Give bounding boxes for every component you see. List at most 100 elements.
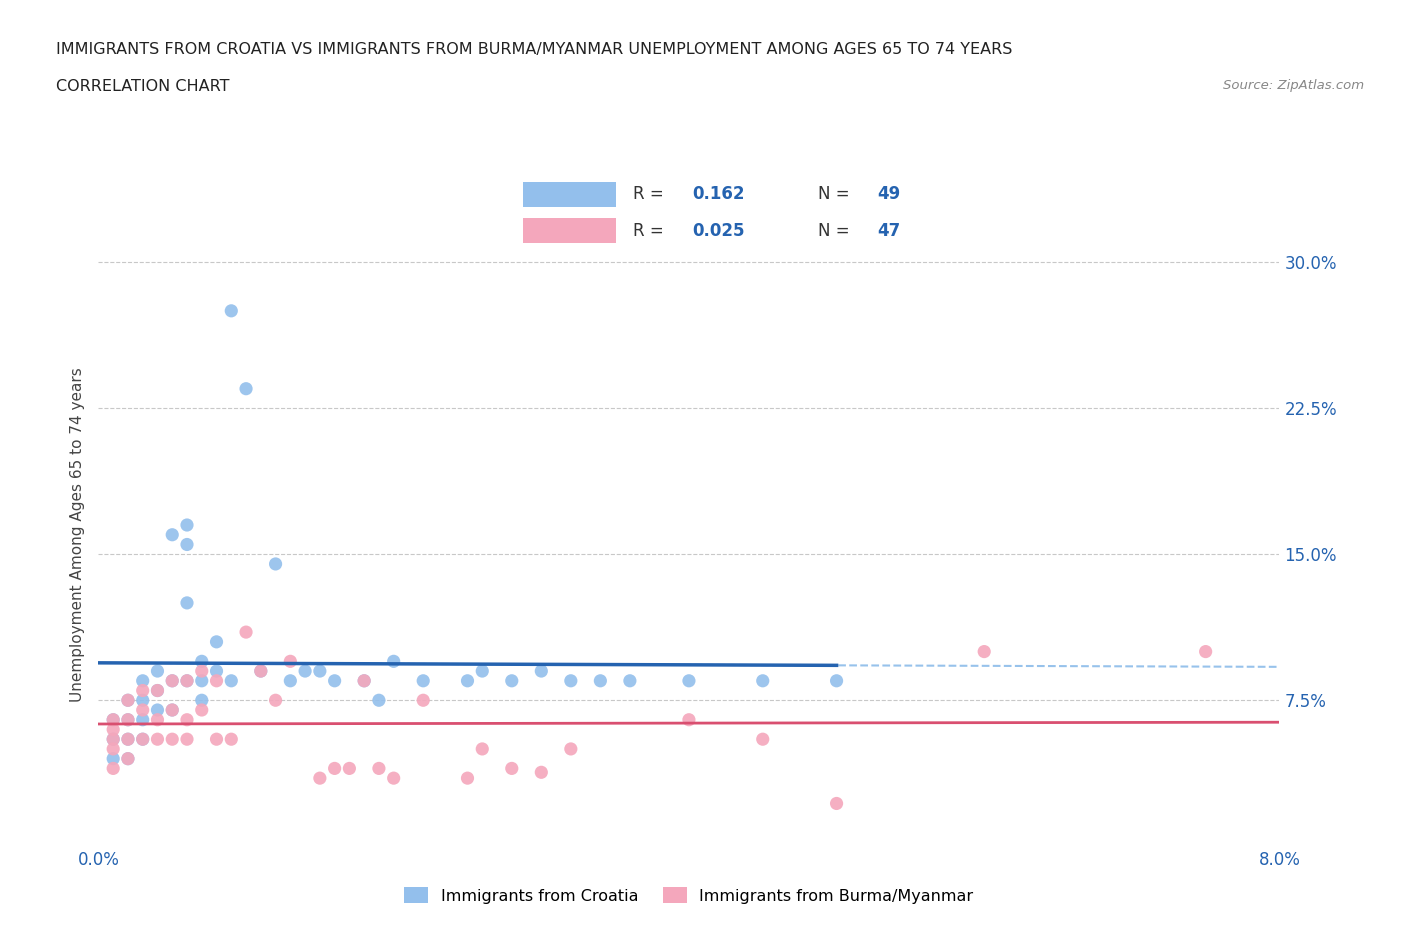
Point	[382, 654, 405, 669]
Point	[264, 693, 287, 708]
FancyBboxPatch shape	[523, 181, 616, 206]
Point	[973, 644, 995, 659]
Point	[162, 527, 183, 542]
Point	[103, 761, 125, 776]
Point	[132, 684, 155, 698]
Point	[176, 673, 198, 688]
Point	[278, 654, 302, 669]
Point	[117, 751, 139, 766]
Point	[103, 741, 125, 756]
Point	[117, 693, 139, 708]
Point	[619, 673, 641, 688]
Point	[146, 732, 169, 747]
Point	[219, 303, 242, 318]
Point	[191, 702, 214, 717]
Point	[103, 732, 125, 747]
Point	[146, 712, 169, 727]
Point	[367, 761, 389, 776]
Point	[132, 702, 155, 717]
Point	[250, 664, 273, 679]
Point	[353, 673, 375, 688]
Text: N =: N =	[818, 185, 855, 203]
Point	[412, 673, 434, 688]
Point	[353, 673, 375, 688]
Point	[825, 796, 848, 811]
Point	[456, 673, 478, 688]
Point	[278, 673, 302, 688]
Point	[382, 771, 405, 786]
Point	[117, 693, 139, 708]
Point	[146, 684, 169, 698]
Point	[308, 664, 332, 679]
Text: CORRELATION CHART: CORRELATION CHART	[56, 79, 229, 94]
Text: R =: R =	[633, 185, 669, 203]
Point	[146, 664, 169, 679]
Point	[162, 702, 183, 717]
Point	[589, 673, 612, 688]
Point	[367, 693, 389, 708]
Point	[751, 673, 773, 688]
Point	[530, 764, 553, 779]
Point	[117, 732, 139, 747]
Point	[176, 712, 198, 727]
Point	[176, 518, 198, 533]
Point	[560, 673, 582, 688]
Point	[560, 741, 582, 756]
Point	[176, 537, 198, 551]
Text: IMMIGRANTS FROM CROATIA VS IMMIGRANTS FROM BURMA/MYANMAR UNEMPLOYMENT AMONG AGES: IMMIGRANTS FROM CROATIA VS IMMIGRANTS FR…	[56, 42, 1012, 57]
Point	[117, 712, 139, 727]
Point	[205, 673, 228, 688]
Point	[456, 771, 478, 786]
Point	[146, 684, 169, 698]
Point	[294, 664, 316, 679]
Point	[132, 693, 155, 708]
Point	[162, 702, 183, 717]
Point	[337, 761, 360, 776]
Point	[205, 732, 228, 747]
Point	[308, 771, 332, 786]
Point	[219, 673, 242, 688]
Point	[132, 732, 155, 747]
Point	[176, 732, 198, 747]
Point	[1194, 644, 1216, 659]
Point	[132, 732, 155, 747]
Text: 49: 49	[877, 185, 901, 203]
Text: N =: N =	[818, 221, 855, 240]
Point	[146, 702, 169, 717]
Point	[235, 625, 257, 640]
Y-axis label: Unemployment Among Ages 65 to 74 years: Unemployment Among Ages 65 to 74 years	[70, 367, 86, 702]
Text: Source: ZipAtlas.com: Source: ZipAtlas.com	[1223, 79, 1364, 92]
Point	[162, 732, 183, 747]
Point	[751, 732, 773, 747]
Point	[264, 556, 287, 571]
Text: R =: R =	[633, 221, 669, 240]
Point	[501, 673, 523, 688]
Point	[678, 673, 700, 688]
Point	[103, 722, 125, 737]
Point	[678, 712, 700, 727]
Point	[162, 673, 183, 688]
Point	[176, 595, 198, 610]
Point	[530, 664, 553, 679]
FancyBboxPatch shape	[523, 218, 616, 244]
Text: 0.025: 0.025	[692, 221, 744, 240]
Point	[117, 712, 139, 727]
Point	[205, 664, 228, 679]
Point	[323, 761, 346, 776]
Point	[501, 761, 523, 776]
Point	[323, 673, 346, 688]
Point	[117, 751, 139, 766]
Legend: Immigrants from Croatia, Immigrants from Burma/Myanmar: Immigrants from Croatia, Immigrants from…	[398, 881, 980, 910]
Text: 0.162: 0.162	[692, 185, 744, 203]
Point	[191, 693, 214, 708]
Point	[103, 751, 125, 766]
Point	[205, 634, 228, 649]
Point	[471, 664, 494, 679]
Point	[162, 673, 183, 688]
Point	[132, 712, 155, 727]
Point	[250, 664, 273, 679]
Point	[132, 673, 155, 688]
Point	[825, 673, 848, 688]
Point	[103, 712, 125, 727]
Point	[191, 654, 214, 669]
